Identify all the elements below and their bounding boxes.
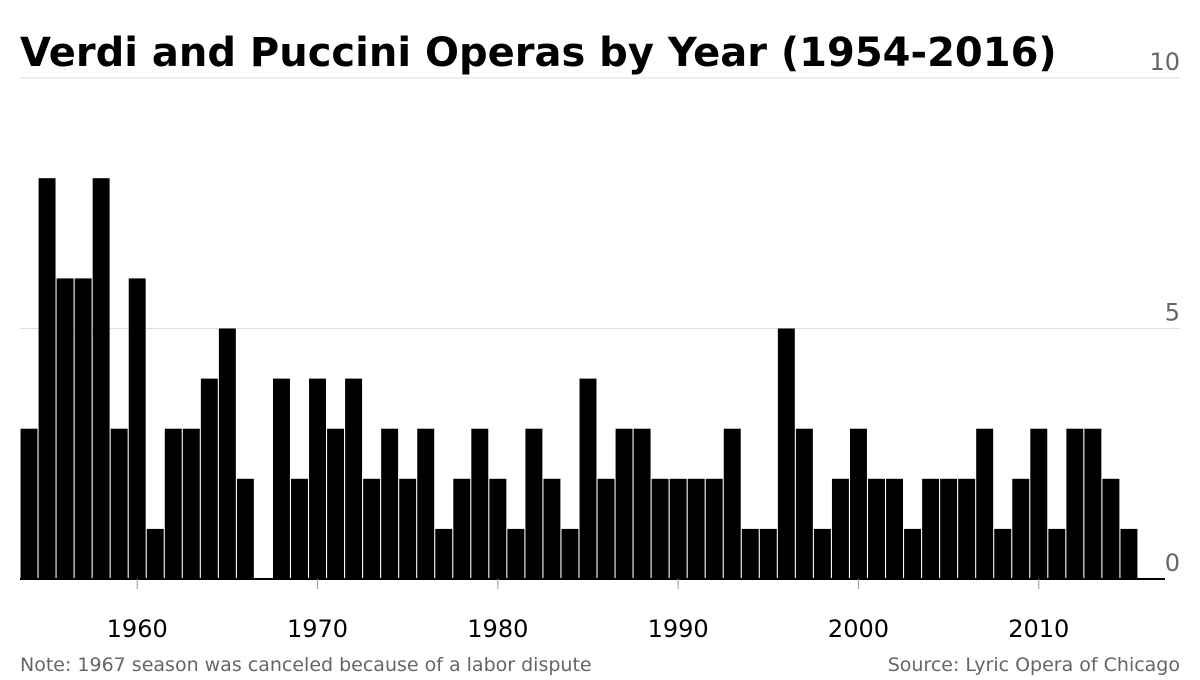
x-tick-label: 1980 [467, 615, 528, 643]
bar [309, 378, 326, 579]
bar [56, 278, 74, 579]
bar [164, 428, 182, 579]
bar [904, 528, 922, 579]
bar [417, 428, 435, 579]
source: Source: Lyric Opera of Chicago [888, 654, 1180, 676]
y-tick-label: 5 [1165, 299, 1180, 327]
bar [723, 428, 741, 579]
bar [507, 528, 525, 579]
bar [994, 528, 1012, 579]
bar [92, 178, 110, 579]
bar [579, 378, 597, 579]
bar [597, 478, 615, 579]
bar [795, 428, 813, 579]
bar [849, 428, 867, 579]
y-tick-label: 0 [1165, 549, 1180, 577]
bar [831, 478, 849, 579]
bar [543, 478, 561, 579]
bar [940, 478, 958, 579]
bar [868, 478, 885, 579]
bar [1120, 528, 1138, 579]
bar [200, 378, 218, 579]
bar [453, 478, 471, 579]
bar [813, 528, 831, 579]
bar [381, 428, 399, 579]
bar [327, 428, 345, 579]
bar [1030, 428, 1048, 579]
x-tick-label: 1970 [287, 615, 348, 643]
bar [633, 428, 651, 579]
bar [561, 528, 579, 579]
bar [74, 278, 92, 579]
bar [1048, 528, 1066, 579]
bar [20, 428, 38, 579]
bar [146, 528, 164, 579]
bar [705, 478, 723, 579]
bar [777, 328, 795, 579]
bar [345, 378, 363, 579]
x-tick-label: 2000 [828, 615, 889, 643]
x-tick-label: 2010 [1008, 615, 1069, 643]
bar [615, 428, 633, 579]
bar [525, 428, 543, 579]
bar [651, 478, 669, 579]
bar [1012, 478, 1030, 579]
bar [669, 478, 687, 579]
x-tick-label: 1990 [648, 615, 709, 643]
bar [741, 528, 759, 579]
bar [291, 478, 308, 579]
bar [182, 428, 200, 579]
note: Note: 1967 season was canceled because o… [20, 654, 592, 676]
bar [1066, 428, 1084, 579]
bar [236, 478, 254, 579]
bar [272, 378, 290, 579]
bar [363, 478, 381, 579]
bar [958, 478, 976, 579]
bar [435, 528, 453, 579]
bar [399, 478, 417, 579]
bar [759, 528, 777, 579]
bar [128, 278, 146, 579]
bar [886, 478, 904, 579]
bar [110, 428, 128, 579]
bar [489, 478, 507, 579]
chart-title: Verdi and Puccini Operas by Year (1954-2… [20, 30, 1057, 76]
bar [1102, 478, 1120, 579]
bar [976, 428, 994, 579]
x-tick-label: 1960 [107, 615, 168, 643]
bar [38, 178, 56, 579]
bar [471, 428, 489, 579]
bar [1084, 428, 1102, 579]
bar [218, 328, 236, 579]
y-tick-label: 10 [1149, 48, 1180, 76]
bar [687, 478, 705, 579]
bar [922, 478, 940, 579]
